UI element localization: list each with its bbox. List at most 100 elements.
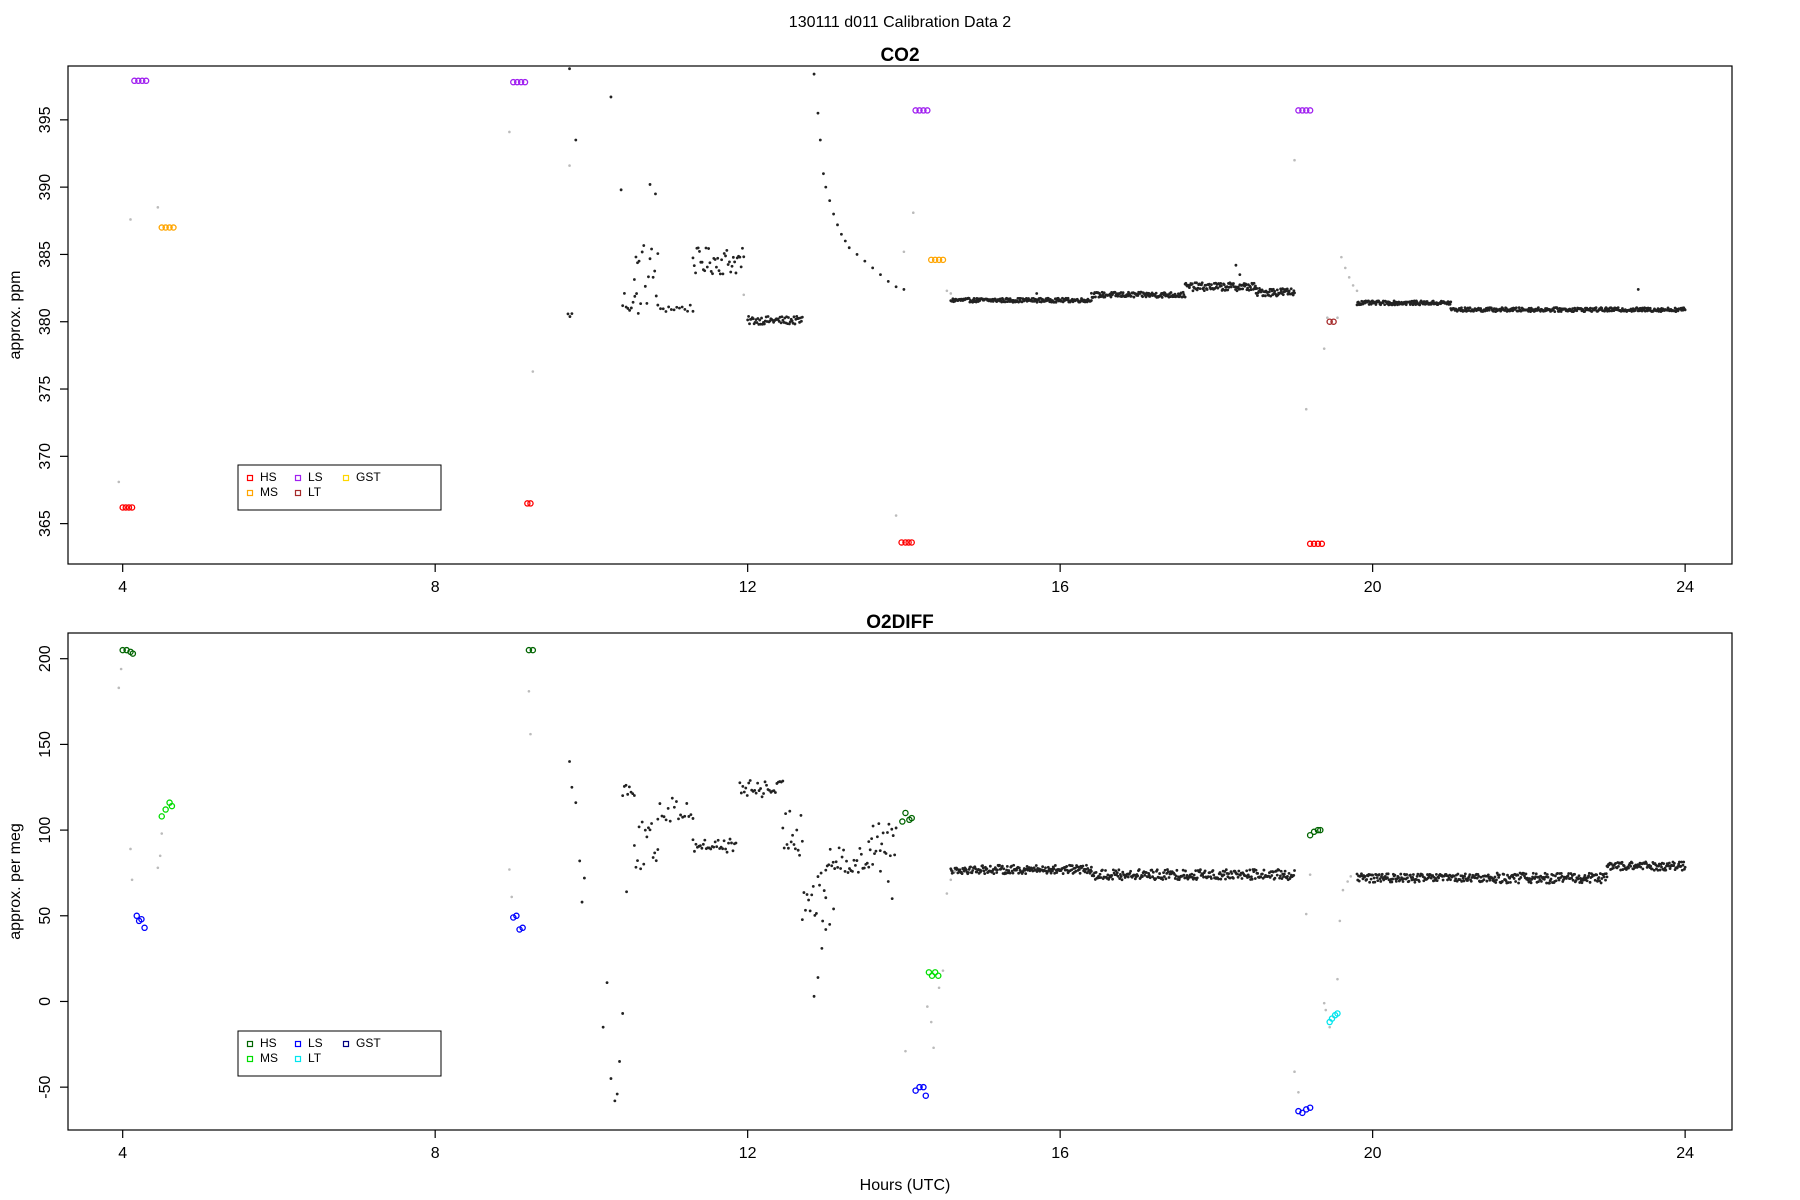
ambient-point — [1000, 864, 1004, 868]
ambient-point — [1116, 874, 1120, 878]
transition-point — [156, 866, 160, 870]
ambient-point — [677, 817, 680, 821]
ambient-point — [748, 779, 752, 782]
ambient-point — [1479, 307, 1483, 310]
ambient-point — [851, 869, 854, 873]
legend-label-ms: MS — [260, 1051, 278, 1065]
ambient-point — [1121, 870, 1125, 874]
transition-point — [1347, 276, 1351, 279]
figure-title: 130111 d011 Calibration Data 2 — [789, 14, 1011, 31]
ambient-point — [734, 271, 738, 275]
ambient-point — [1282, 872, 1286, 876]
ambient-point — [1575, 309, 1579, 313]
ambient-point — [1177, 292, 1180, 296]
ambient-point — [890, 827, 894, 831]
calibration-point-ls — [519, 924, 526, 932]
ambient-point — [1279, 874, 1282, 878]
ambient-point — [1167, 876, 1171, 879]
ambient-point — [1136, 874, 1140, 878]
ambient-point — [1289, 287, 1293, 291]
ambient-point — [568, 67, 571, 71]
ambient-point — [1582, 876, 1586, 879]
ambient-point — [796, 848, 800, 852]
calibration-point-ms — [168, 802, 176, 810]
transition-point — [160, 832, 164, 835]
ambient-point — [738, 255, 742, 259]
ambient-point — [800, 315, 804, 319]
ambient-point — [1155, 868, 1159, 872]
ambient-point — [1194, 869, 1198, 873]
ambient-point — [1162, 871, 1165, 875]
ambient-point — [887, 822, 891, 826]
ambient-point — [725, 850, 729, 854]
ambient-point — [1129, 294, 1133, 298]
ambient-point — [1228, 876, 1232, 880]
ambient-point — [1236, 875, 1240, 879]
ambient-point — [748, 322, 751, 326]
ambient-point — [1509, 880, 1512, 884]
ambient-point — [836, 865, 840, 869]
ambient-point — [1652, 868, 1656, 872]
ambient-point — [1405, 873, 1409, 876]
ambient-point — [618, 1060, 621, 1063]
ambient-point — [1475, 876, 1479, 880]
ambient-point — [1256, 294, 1259, 297]
ambient-point — [1627, 866, 1630, 870]
ambient-point — [1409, 873, 1412, 877]
ambient-point — [1485, 309, 1489, 312]
ambient-point — [1658, 868, 1662, 872]
ambient-point — [635, 292, 638, 295]
ambient-point — [1397, 876, 1400, 879]
transition-point — [129, 847, 132, 851]
ambient-point — [666, 806, 670, 810]
ambient-point — [1164, 877, 1168, 881]
ambient-point — [1129, 869, 1133, 873]
ambient-point — [1676, 864, 1680, 868]
ambient-point — [1580, 881, 1584, 885]
ambient-point — [867, 865, 871, 869]
ambient-point — [1202, 875, 1205, 879]
ambient-point — [879, 869, 882, 873]
ambient-point — [667, 305, 671, 309]
calibration-point-ls — [513, 912, 520, 920]
ambient-point — [902, 288, 906, 291]
transition-point — [1338, 919, 1342, 923]
ambient-point — [1019, 297, 1023, 300]
ambient-point — [1605, 875, 1609, 879]
ambient-point — [1216, 286, 1220, 290]
ambient-point — [1248, 868, 1252, 872]
ambient-point — [1089, 291, 1093, 295]
calibration-point-ms — [170, 224, 177, 231]
ambient-point — [969, 865, 972, 869]
ambient-point — [1416, 872, 1420, 876]
transition-point — [1346, 880, 1349, 883]
ambient-point — [1198, 870, 1202, 874]
calibration-point-lt — [1330, 318, 1337, 325]
ambient-point — [1226, 288, 1230, 292]
ambient-point — [746, 318, 750, 322]
x-tick-label: 24 — [1676, 579, 1694, 596]
ambient-point — [871, 824, 875, 828]
ambient-point — [1012, 863, 1016, 867]
ambient-point — [757, 789, 761, 792]
ambient-point — [805, 893, 809, 896]
ambient-point — [634, 865, 638, 869]
ambient-point — [824, 896, 828, 900]
ambient-point — [1640, 309, 1644, 313]
ambient-point — [664, 818, 668, 822]
ambient-point — [1027, 866, 1031, 869]
ambient-point — [711, 272, 714, 276]
legend-swatch-hs — [246, 1040, 254, 1048]
calibration-point-ms — [935, 972, 942, 980]
ambient-point — [812, 72, 816, 76]
ambient-point — [1201, 873, 1205, 877]
calibration-point-ms — [162, 224, 169, 231]
ambient-point — [1074, 869, 1078, 873]
ambient-point — [1025, 865, 1029, 868]
ambient-point — [1244, 283, 1248, 286]
ambient-point — [628, 308, 632, 312]
ambient-point — [768, 319, 772, 323]
ambient-point — [1181, 868, 1185, 872]
calibration-point-ls — [138, 77, 146, 85]
transition-point — [945, 289, 949, 293]
